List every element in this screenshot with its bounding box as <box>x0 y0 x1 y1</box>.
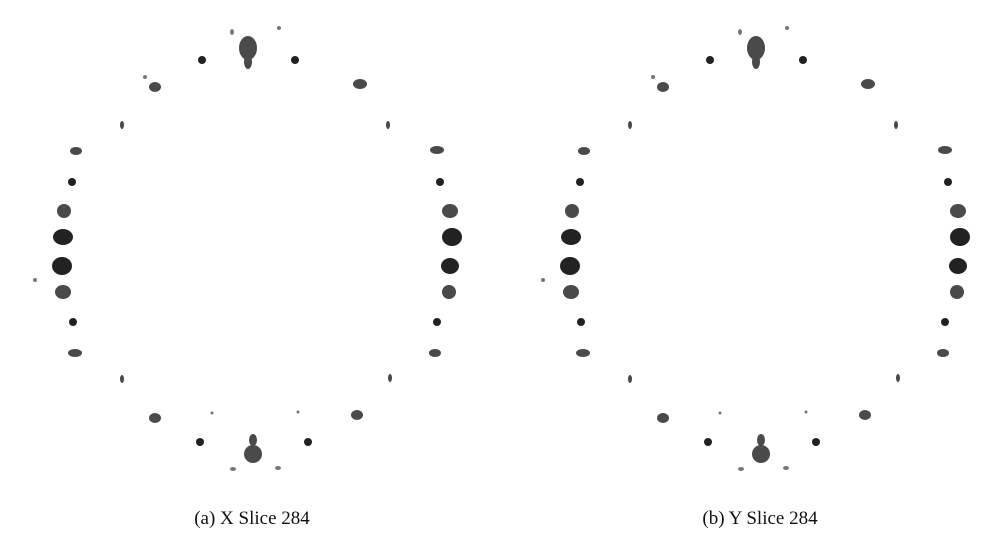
slice-image <box>541 26 970 471</box>
caption: (a) X Slice 284 <box>194 508 310 529</box>
slice-image <box>33 26 462 471</box>
panel-b: (b) Y Slice 284 <box>541 26 970 529</box>
panel-a: (a) X Slice 284 <box>33 26 462 529</box>
caption: (b) Y Slice 284 <box>702 508 818 529</box>
